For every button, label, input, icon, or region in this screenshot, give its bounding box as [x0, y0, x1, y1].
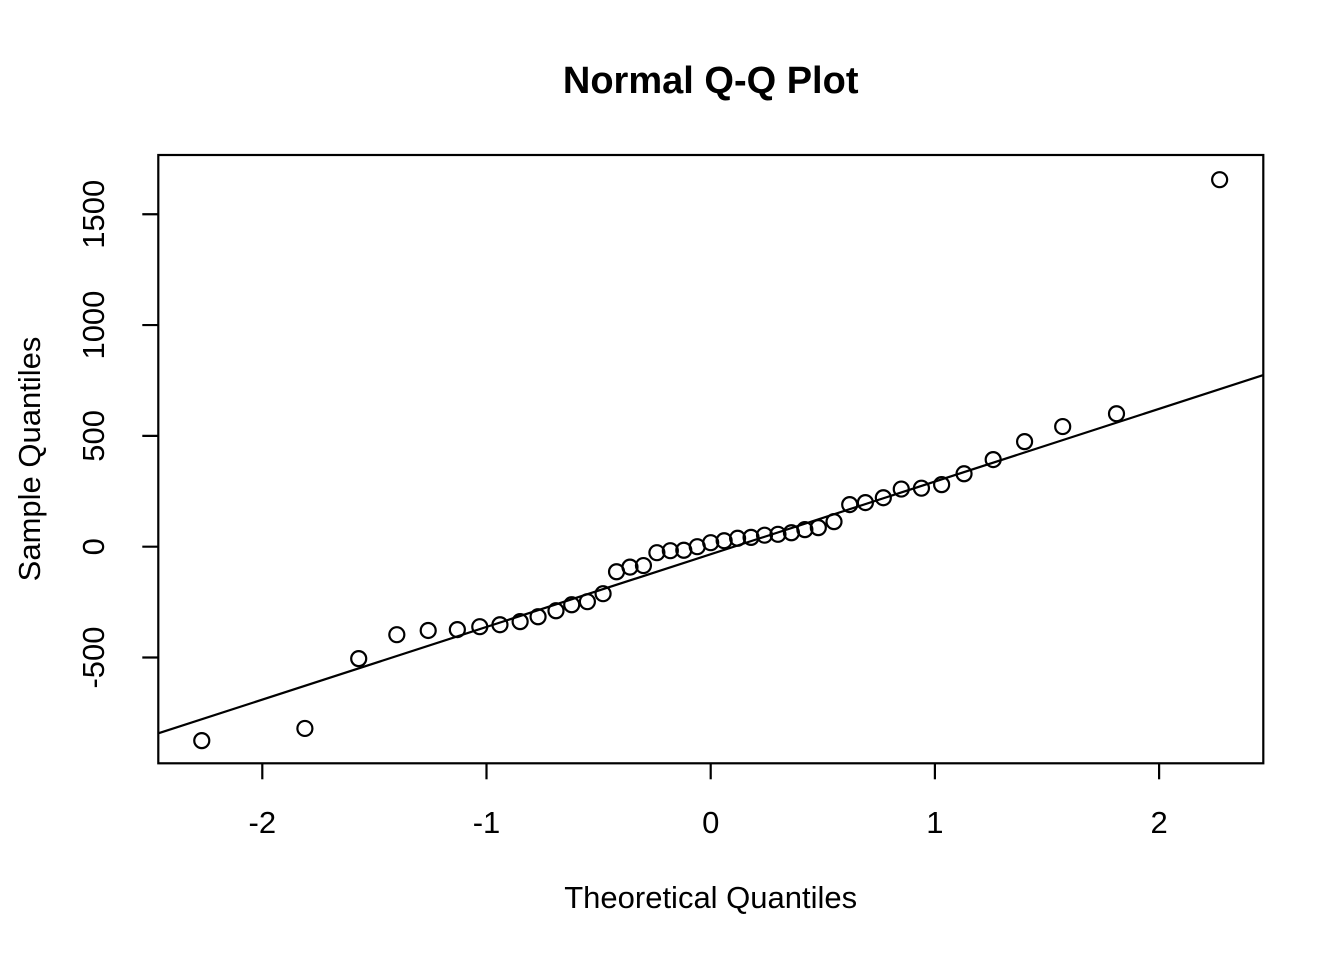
x-axis-label: Theoretical Quantiles [564, 880, 857, 915]
data-point [547, 602, 565, 620]
data-point [563, 596, 581, 614]
data-point [702, 534, 720, 552]
y-tick-label: 1500 [76, 180, 111, 249]
reference-line-group [157, 374, 1264, 735]
y-tick-label: 1000 [76, 291, 111, 360]
data-point [388, 626, 406, 644]
data-point [933, 476, 951, 494]
x-tick-label: 2 [1150, 805, 1167, 840]
x-tick-label: 1 [926, 805, 943, 840]
data-point [296, 719, 314, 738]
data-point [661, 542, 679, 560]
data-point [634, 556, 653, 575]
data-point [984, 450, 1002, 469]
data-point [742, 528, 760, 546]
data-point [955, 465, 973, 483]
qq-reference-line [157, 374, 1264, 735]
data-point [874, 489, 892, 507]
data-point [796, 521, 814, 539]
x-tick-label: -1 [473, 805, 501, 840]
data-point [755, 526, 774, 544]
data-point [912, 479, 931, 497]
data-point [1054, 417, 1072, 436]
data-point [769, 525, 787, 543]
axis-ticks: -2 -1 0 1 2 -500 0 500 1000 1500 [76, 180, 1168, 840]
data-point [594, 585, 612, 603]
data-point [1211, 171, 1229, 189]
x-tick-label: 0 [702, 805, 719, 840]
y-tick-label: -500 [76, 626, 111, 688]
data-point [825, 513, 843, 531]
y-axis-label: Sample Quantiles [12, 337, 47, 582]
data-point [529, 608, 547, 626]
data-point [892, 480, 910, 498]
data-point [621, 558, 639, 576]
data-point [856, 493, 874, 512]
data-point [809, 519, 827, 537]
data-point [471, 618, 489, 636]
chart-title: Normal Q-Q Plot [563, 60, 859, 102]
data-point [448, 620, 466, 639]
data-point [1107, 405, 1126, 423]
x-tick-label: -2 [249, 805, 277, 840]
data-point [193, 732, 211, 750]
data-point [578, 593, 596, 611]
data-point [491, 616, 509, 634]
y-tick-label: 0 [76, 538, 111, 555]
data-points-group [193, 171, 1229, 750]
data-point [1015, 433, 1034, 451]
data-point [648, 544, 666, 562]
y-tick-label: 500 [76, 410, 111, 462]
plot-border-box [157, 153, 1265, 765]
data-point [729, 529, 747, 547]
data-point [511, 613, 529, 631]
data-point [350, 650, 368, 668]
data-point [419, 621, 437, 640]
